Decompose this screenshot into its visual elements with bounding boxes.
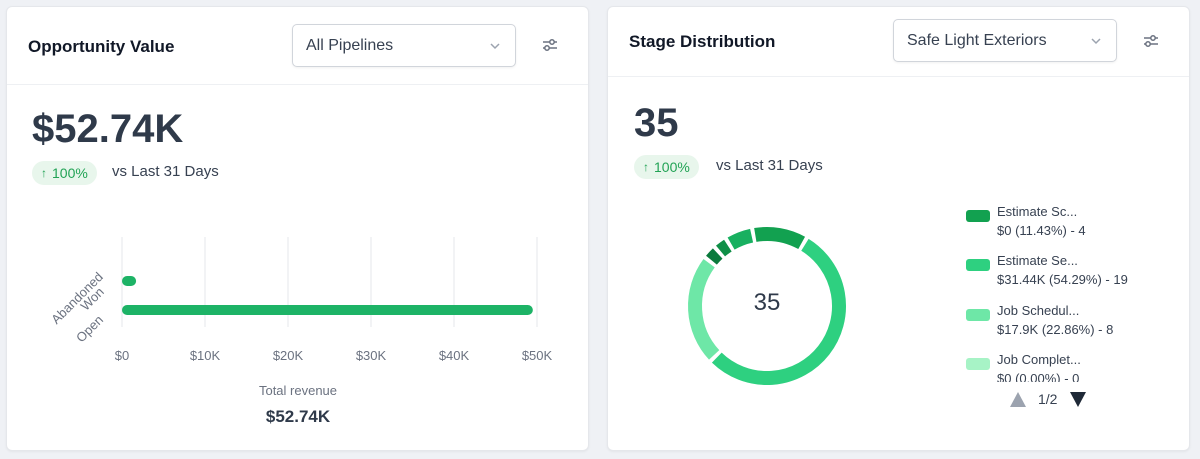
compare-text: vs Last 31 Days [112,163,219,180]
change-percent: 100% [654,159,690,175]
donut-slice[interactable] [711,238,846,385]
donut-slice[interactable] [727,228,754,250]
legend-value: $31.44K (54.29%) - 19 [997,272,1128,287]
page-indicator: 1/2 [1038,391,1058,407]
chevron-down-icon [490,43,500,50]
sliders-icon[interactable] [541,36,559,54]
legend-value: $0 (11.43%) - 4 [997,223,1086,238]
legend-pager: 1/2 [1010,389,1100,411]
stage-distribution-card: Stage Distribution Safe Light Exteriors … [607,6,1190,451]
card-title: Stage Distribution [629,32,776,51]
opportunity-total: $52.74K [32,107,184,151]
donut-slice[interactable] [706,248,723,265]
select-value: Safe Light Exteriors [907,31,1047,49]
sliders-icon[interactable] [1142,32,1160,50]
legend-swatch [966,309,990,321]
legend-value: $0 (0.00%) - 0 [997,371,1080,382]
legend-label: Estimate Se... [997,253,1078,268]
legend-label: Estimate Sc... [997,204,1078,219]
revenue-total: $52.74K [265,407,331,426]
x-tick-label: $40K [438,348,470,363]
legend-label: Job Complet... [997,352,1081,367]
donut-slice[interactable] [715,239,732,257]
bar-open[interactable] [122,305,533,315]
legend-swatch [966,358,990,370]
x-tick-label: $30K [355,348,387,363]
card-header: Opportunity Value All Pipelines [7,7,588,85]
donut-center-label: 35 [753,289,781,316]
x-tick-label: $50K [521,348,553,363]
change-badge: ↑ 100% [32,161,97,185]
revenue-bar-chart [121,237,538,327]
card-header: Stage Distribution Safe Light Exteriors [608,7,1189,77]
compare-text: vs Last 31 Days [716,157,823,174]
select-value: All Pipelines [306,36,394,54]
change-percent: 100% [52,165,88,181]
donut-slice[interactable] [688,259,720,360]
triangle-down-icon[interactable] [1070,392,1086,407]
x-axis-title: Total revenue [258,383,338,398]
donut-slice[interactable] [754,227,806,250]
legend-value: $17.9K (22.86%) - 8 [997,322,1114,337]
x-tick-label: $20K [272,348,304,363]
arrow-up-icon: ↑ [643,160,649,174]
legend-label: Job Schedul... [997,303,1080,318]
legend-swatch [966,259,990,271]
pipeline-select[interactable]: Safe Light Exteriors [893,19,1117,62]
stage-total: 35 [634,101,679,145]
legend: Estimate Sc... $0 (11.43%) - 4 Estimate … [966,197,1166,382]
chevron-down-icon [1091,38,1101,45]
legend-swatch [966,210,990,222]
x-tick-label: $0 [114,348,130,363]
x-tick-label: $10K [189,348,221,363]
opportunity-value-card: Opportunity Value All Pipelines $52.74K … [6,6,589,451]
pipeline-select[interactable]: All Pipelines [292,24,516,67]
arrow-up-icon: ↑ [41,166,47,180]
change-badge: ↑ 100% [634,155,699,179]
card-title: Opportunity Value [28,37,175,56]
triangle-up-icon[interactable] [1010,392,1026,407]
bar-won[interactable] [122,276,137,286]
stage-donut-chart [688,227,846,385]
